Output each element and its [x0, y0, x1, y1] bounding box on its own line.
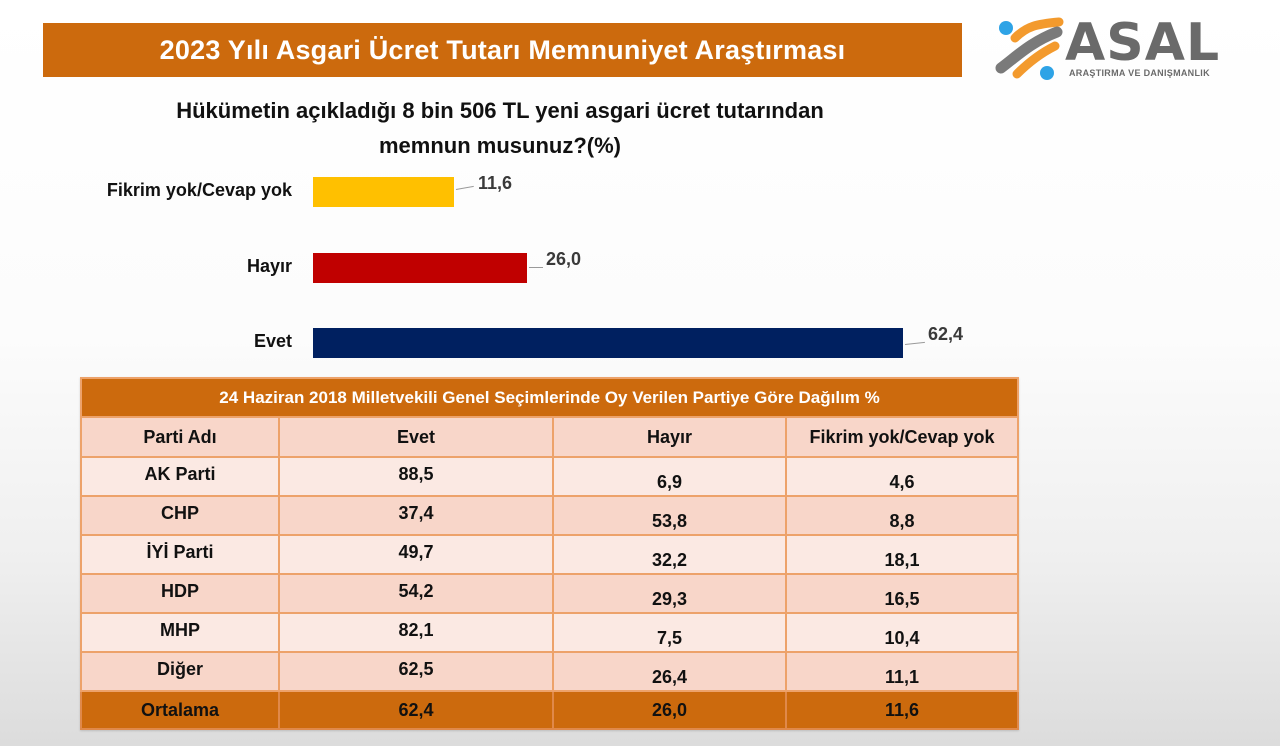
cell-evet: 49,7 — [278, 534, 554, 575]
cell-hayir: 26,0 — [552, 690, 787, 730]
bar-evet — [313, 328, 903, 358]
question-line-2: memnun musunuz?(%) — [379, 133, 621, 158]
bar-fikrim-yok — [313, 177, 454, 207]
bar-label: Hayır — [246, 256, 292, 276]
column-header-fikrim-yok: Fikrim yok/Cevap yok — [784, 416, 1020, 458]
logo-tagline: ARAŞTIRMA VE DANIŞMANLIK — [1069, 68, 1210, 78]
cell-fikrim-yok: 16,5 — [784, 573, 1020, 614]
cell-fikrim-yok: 11,6 — [784, 690, 1020, 730]
cell-party: HDP — [80, 573, 280, 614]
page-title-banner: 2023 Yılı Asgari Ücret Tutarı Memnuniyet… — [43, 23, 962, 77]
table-caption-row: 24 Haziran 2018 Milletvekili Genel Seçim… — [79, 377, 1020, 418]
cell-hayir: 6,9 — [552, 456, 787, 497]
table-row: HDP 54,2 29,3 16,5 — [80, 573, 1020, 614]
cell-party: Diğer — [80, 651, 280, 692]
asal-logo: ASAL ARAŞTIRMA VE DANIŞMANLIK — [993, 13, 1223, 82]
bar-value: 62,4 — [928, 324, 964, 344]
question-line-1: Hükümetin açıkladığı 8 bin 506 TL yeni a… — [176, 98, 824, 123]
table-row: İYİ Parti 49,7 32,2 18,1 — [80, 534, 1020, 575]
cell-evet: 62,4 — [278, 690, 554, 730]
column-header-party: Parti Adı — [80, 416, 280, 458]
cell-fikrim-yok: 18,1 — [784, 534, 1020, 575]
leader-line — [529, 267, 543, 268]
bar-row-evet: Evet 62,4 — [0, 324, 1000, 358]
asal-logo-mark-icon — [995, 17, 1064, 80]
cell-fikrim-yok: 8,8 — [784, 495, 1020, 536]
party-distribution-table: 24 Haziran 2018 Milletvekili Genel Seçim… — [79, 377, 1020, 730]
cell-evet: 62,5 — [278, 651, 554, 692]
bar-row-fikrim-yok: Fikrim yok/Cevap yok 11,6 — [0, 173, 1000, 207]
table-row: AK Parti 88,5 6,9 4,6 — [80, 456, 1020, 497]
column-header-hayir: Hayır — [552, 416, 787, 458]
cell-hayir: 29,3 — [552, 573, 787, 614]
cell-party: Ortalama — [80, 690, 280, 730]
table-header-row: Parti Adı Evet Hayır Fikrim yok/Cevap yo… — [80, 416, 1020, 458]
cell-hayir: 53,8 — [552, 495, 787, 536]
cell-evet: 37,4 — [278, 495, 554, 536]
table-average-row: Ortalama 62,4 26,0 11,6 — [80, 690, 1020, 730]
bar-label: Evet — [253, 331, 292, 351]
cell-evet: 82,1 — [278, 612, 554, 653]
logo-wordmark: ASAL — [1065, 13, 1221, 73]
cell-party: MHP — [80, 612, 280, 653]
bar-value: 11,6 — [478, 173, 513, 193]
cell-fikrim-yok: 4,6 — [784, 456, 1020, 497]
column-header-evet: Evet — [278, 416, 554, 458]
table-row: MHP 82,1 7,5 10,4 — [80, 612, 1020, 653]
bar-label: Fikrim yok/Cevap yok — [106, 180, 292, 200]
cell-evet: 88,5 — [278, 456, 554, 497]
bar-hayir — [313, 253, 527, 283]
leader-line — [455, 185, 474, 190]
cell-hayir: 26,4 — [552, 651, 787, 692]
page-title: 2023 Yılı Asgari Ücret Tutarı Memnuniyet… — [159, 34, 846, 65]
cell-party: İYİ Parti — [80, 534, 280, 575]
bar-value: 26,0 — [546, 249, 582, 269]
table-row: Diğer 62,5 26,4 11,1 — [80, 651, 1020, 692]
survey-question: Hükümetin açıkladığı 8 bin 506 TL yeni a… — [100, 93, 900, 163]
cell-evet: 54,2 — [278, 573, 554, 614]
cell-hayir: 7,5 — [552, 612, 787, 653]
table-caption: 24 Haziran 2018 Milletvekili Genel Seçim… — [79, 377, 1020, 418]
table-row: CHP 37,4 53,8 8,8 — [80, 495, 1020, 536]
cell-fikrim-yok: 10,4 — [784, 612, 1020, 653]
cell-hayir: 32,2 — [552, 534, 787, 575]
cell-party: CHP — [80, 495, 280, 536]
bar-row-hayir: Hayır 26,0 — [0, 249, 1000, 283]
leader-line — [904, 341, 925, 345]
cell-fikrim-yok: 11,1 — [784, 651, 1020, 692]
cell-party: AK Parti — [80, 456, 280, 497]
